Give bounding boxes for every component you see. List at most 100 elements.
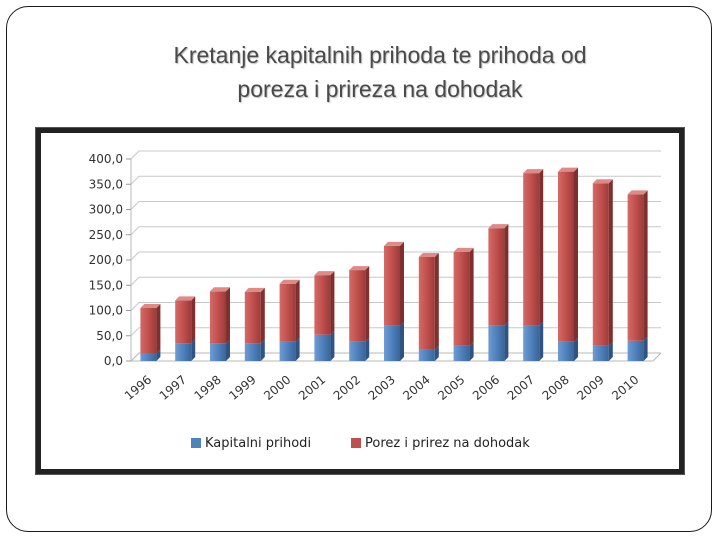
bar-side-kapitalni-prihodi xyxy=(191,339,196,361)
bar-side-kapitalni-prihodi xyxy=(295,337,300,361)
y-tick-label: 0,0 xyxy=(104,354,123,368)
bar-side-porez-i-prirez xyxy=(643,190,648,341)
bar-top-face xyxy=(314,271,335,276)
x-tick-label: 1996 xyxy=(122,373,154,403)
bar-top-face xyxy=(418,252,439,257)
gridline xyxy=(130,276,661,286)
gridline xyxy=(130,175,661,185)
x-tick-label: 2009 xyxy=(574,373,606,403)
bar-side-kapitalni-prihodi xyxy=(226,339,231,361)
bar-side-kapitalni-prihodi xyxy=(400,321,405,361)
bar-top-face xyxy=(488,224,509,229)
x-tick-label: 1997 xyxy=(157,373,189,403)
bar-porez-i-prirez-2009 xyxy=(592,183,609,346)
y-tick-label: 100,0 xyxy=(89,304,123,318)
x-tick-label: 1999 xyxy=(226,373,258,403)
bar-porez-i-prirez-2004 xyxy=(418,256,435,350)
bar-top-face xyxy=(627,190,648,195)
bar-side-kapitalni-prihodi xyxy=(643,336,648,361)
slide-title-line-2: poreza i prireza na dohodak xyxy=(237,76,523,102)
bar-kapitalni-prihodi-1996 xyxy=(140,353,157,361)
bar-side-porez-i-prirez xyxy=(295,279,300,342)
x-tick-label: 2001 xyxy=(296,373,328,403)
y-tick-label: 400,0 xyxy=(89,152,123,166)
y-tick-label: 350,0 xyxy=(89,177,123,191)
bar-kapitalni-prihodi-1997 xyxy=(175,343,192,361)
bar-kapitalni-prihodi-2006 xyxy=(488,325,505,361)
bar-side-porez-i-prirez xyxy=(434,252,439,350)
bar-porez-i-prirez-2003 xyxy=(383,245,401,326)
gridline xyxy=(130,251,661,261)
bar-side-kapitalni-prihodi xyxy=(504,321,509,361)
bar-porez-i-prirez-1999 xyxy=(244,291,261,344)
bar-side-kapitalni-prihodi xyxy=(469,341,474,361)
bar-kapitalni-prihodi-2008 xyxy=(557,341,575,361)
bar-side-porez-i-prirez xyxy=(260,287,265,344)
y-tick-label: 50,0 xyxy=(96,329,123,343)
bar-side-porez-i-prirez xyxy=(469,247,474,346)
bar-kapitalni-prihodi-1998 xyxy=(209,343,227,361)
gridline xyxy=(130,150,661,160)
legend-swatch-kapitalni-prihodi xyxy=(191,438,201,448)
bar-porez-i-prirez-2005 xyxy=(453,251,470,346)
bar-top-face xyxy=(244,287,265,292)
slide-title: Kretanje kapitalnih prihoda te prihoda o… xyxy=(80,38,680,106)
y-tick-label: 300,0 xyxy=(89,203,123,217)
bar-side-porez-i-prirez xyxy=(156,303,161,354)
bar-top-face xyxy=(140,303,161,308)
y-tick-label: 200,0 xyxy=(89,253,123,267)
y-tick-label: 250,0 xyxy=(89,228,123,242)
bar-side-porez-i-prirez xyxy=(365,266,370,342)
chart-panel: 0,0 50,0 100,0 150,0 200,0 250,0 300,0 350,0 400… xyxy=(35,127,685,475)
bar-kapitalni-prihodi-2000 xyxy=(279,341,296,361)
chart-floor-front xyxy=(131,352,662,362)
x-tick-label: 1998 xyxy=(192,373,224,403)
x-tick-label: 2005 xyxy=(435,373,467,403)
bar-side-kapitalni-prihodi xyxy=(260,339,265,361)
bar-porez-i-prirez-2001 xyxy=(314,275,331,335)
bar-kapitalni-prihodi-2010 xyxy=(627,340,644,361)
x-tick-label: 2006 xyxy=(470,373,502,403)
bar-top-face xyxy=(453,247,474,252)
y-tick-label: 150,0 xyxy=(89,278,123,292)
x-tick-label: 2000 xyxy=(261,373,293,403)
bar-side-porez-i-prirez xyxy=(539,169,544,326)
bar-top-face xyxy=(349,266,370,271)
x-tick-label: 2002 xyxy=(331,373,363,403)
bar-kapitalni-prihodi-2009 xyxy=(592,345,609,361)
bar-side-porez-i-prirez xyxy=(608,179,613,346)
bar-top-face xyxy=(279,279,300,284)
x-tick-label: 2008 xyxy=(540,373,572,403)
bar-top-face xyxy=(523,169,544,174)
bar-porez-i-prirez-2008 xyxy=(557,171,575,342)
bar-kapitalni-prihodi-2003 xyxy=(383,325,401,361)
bar-top-face xyxy=(592,179,613,184)
slide-title-line-1: Kretanje kapitalnih prihoda te prihoda o… xyxy=(173,42,587,68)
legend-label-kapitalni-prihodi: Kapitalni prihodi xyxy=(205,436,311,451)
bar-side-porez-i-prirez xyxy=(191,296,196,344)
bar-top-face xyxy=(175,296,196,301)
bar-side-kapitalni-prihodi xyxy=(434,345,439,361)
bar-porez-i-prirez-2006 xyxy=(488,228,505,326)
chart-floor-edge xyxy=(130,352,661,362)
bar-side-kapitalni-prihodi xyxy=(365,337,370,361)
bar-porez-i-prirez-1998 xyxy=(209,291,227,344)
bar-side-kapitalni-prihodi xyxy=(608,341,613,361)
bar-kapitalni-prihodi-2001 xyxy=(314,334,331,361)
x-tick-label: 2004 xyxy=(400,373,432,403)
bar-side-kapitalni-prihodi xyxy=(330,330,335,361)
legend-swatch-porez-i-prirez xyxy=(351,438,361,448)
bar-porez-i-prirez-2002 xyxy=(349,270,366,342)
legend-label-porez-i-prirez: Porez i prirez na dohodak xyxy=(365,436,530,451)
bar-side-kapitalni-prihodi xyxy=(156,349,161,361)
x-tick-label: 2010 xyxy=(609,373,641,403)
stacked-bar-chart: 0,0 50,0 100,0 150,0 200,0 250,0 300,0 350,0 400… xyxy=(89,150,662,451)
bar-top-face xyxy=(209,287,231,292)
gridline xyxy=(130,226,661,236)
x-tick-label: 2007 xyxy=(505,373,537,403)
bar-side-kapitalni-prihodi xyxy=(574,337,579,361)
bar-top-face xyxy=(557,167,579,172)
bar-porez-i-prirez-2000 xyxy=(279,283,296,342)
bar-porez-i-prirez-2010 xyxy=(627,194,644,341)
bar-side-porez-i-prirez xyxy=(400,241,405,326)
